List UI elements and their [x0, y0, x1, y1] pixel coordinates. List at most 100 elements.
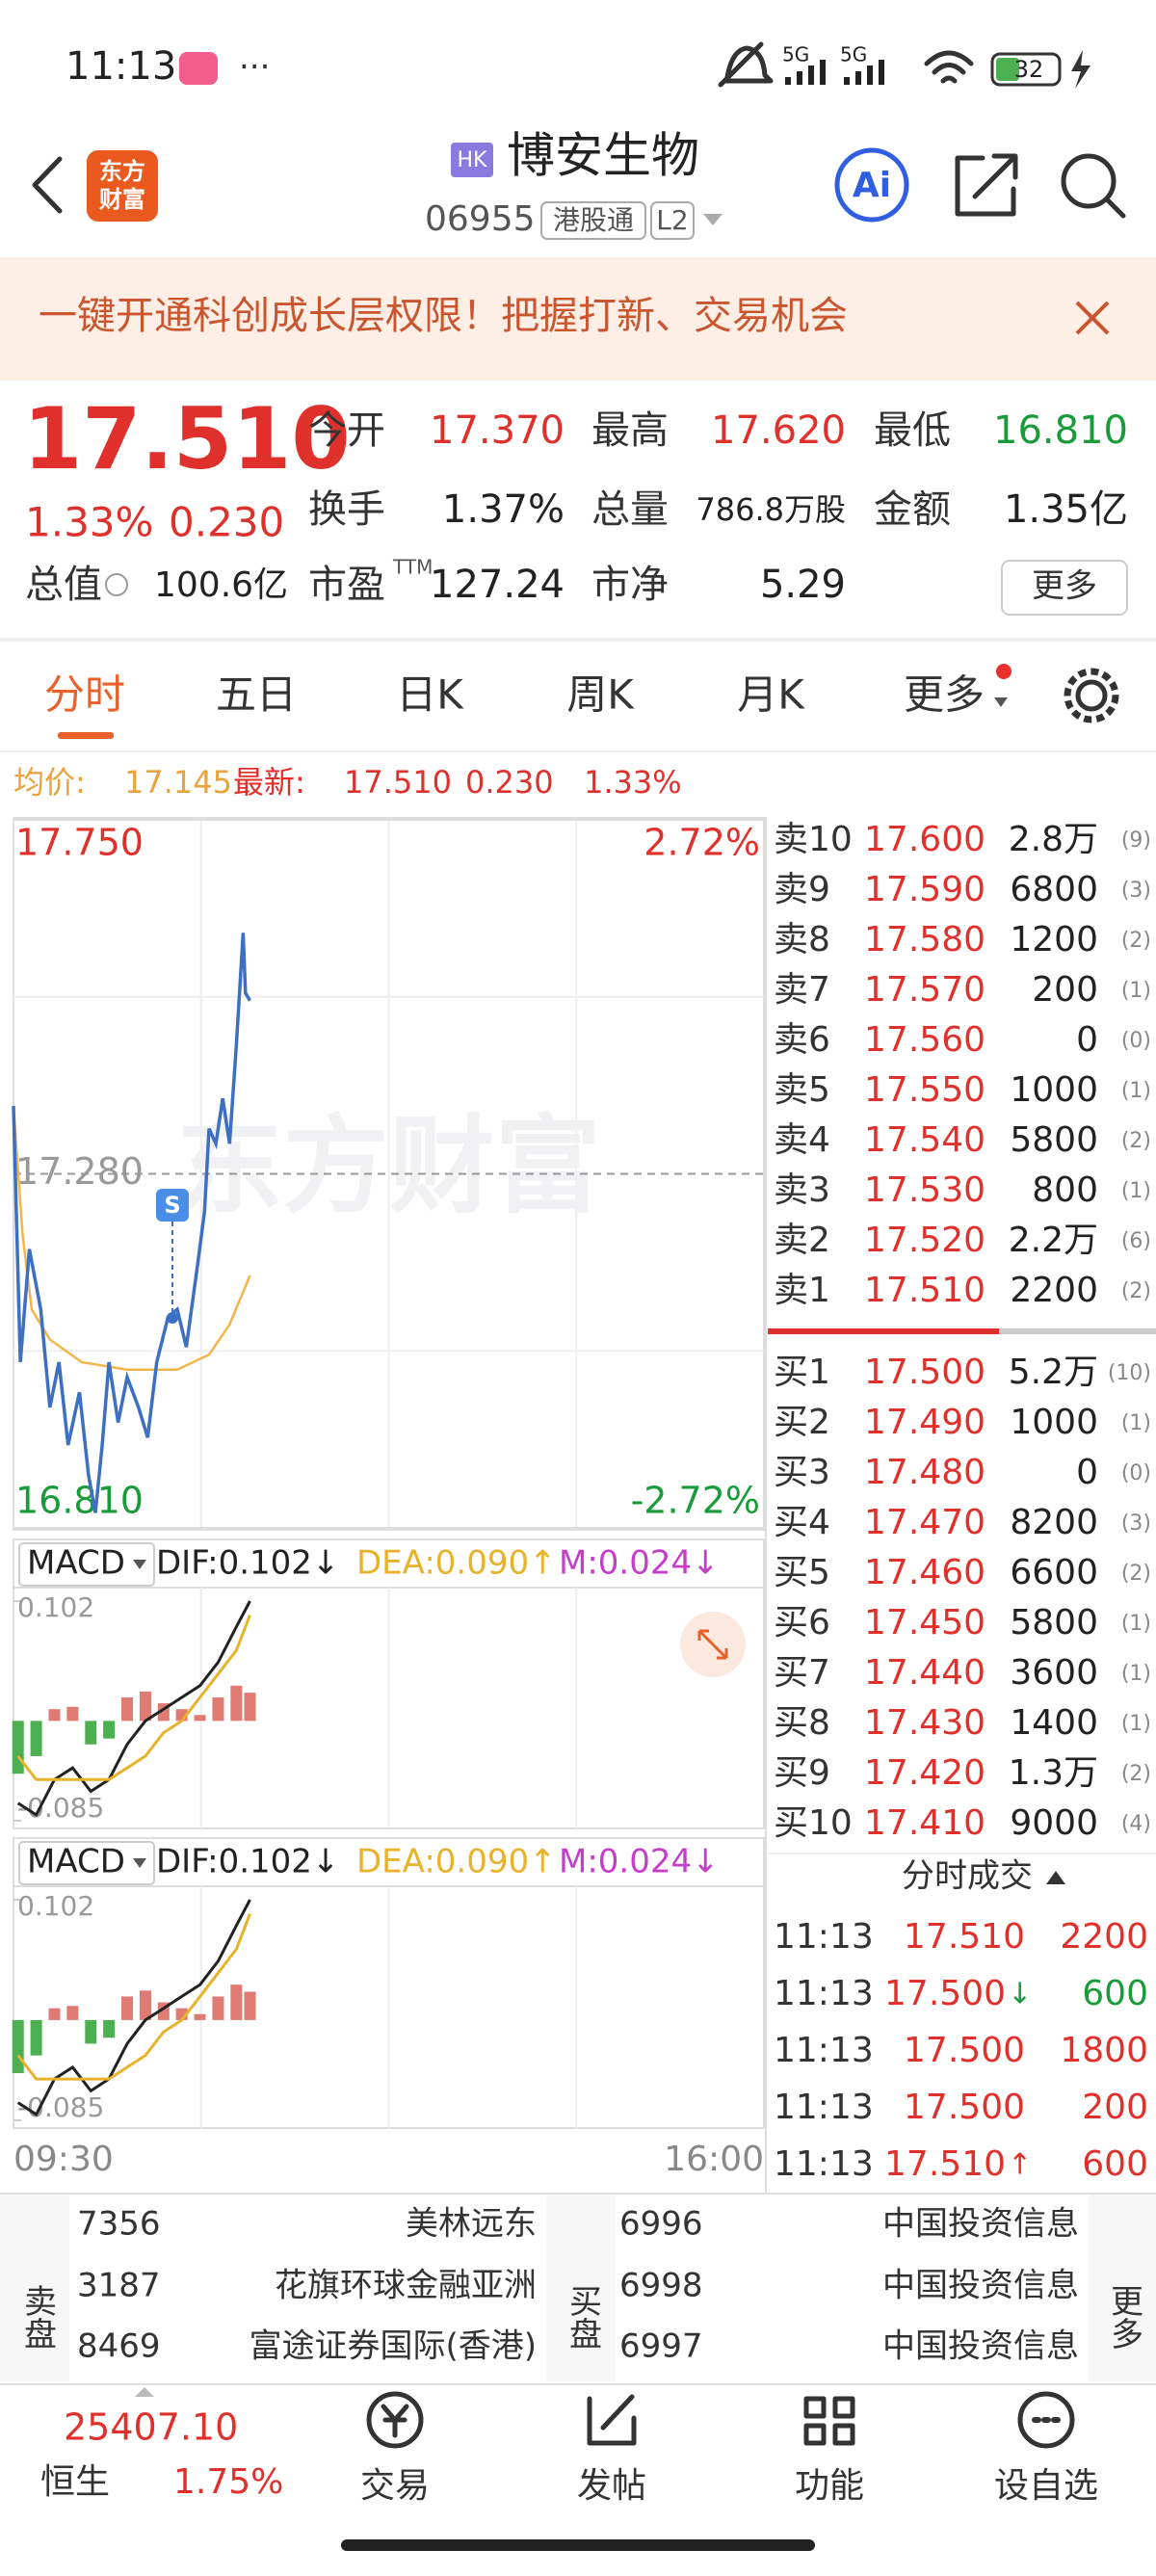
- book-volume: 2.8万: [1009, 820, 1098, 859]
- network: 5G: [840, 43, 867, 66]
- x-tick-label: 09:30: [13, 2140, 114, 2179]
- macd-bar: [194, 1715, 206, 1722]
- expand-button[interactable]: [697, 1629, 728, 1660]
- nav-icon[interactable]: [803, 2396, 855, 2446]
- book-price: 17.490: [864, 1403, 985, 1442]
- nav-label[interactable]: 发帖: [577, 2466, 646, 2506]
- nav-icon[interactable]: [1017, 2391, 1075, 2449]
- banner-close[interactable]: [1075, 301, 1110, 335]
- book-price: 17.480: [864, 1453, 985, 1492]
- broker-name: 中国投资信息: [882, 2327, 1079, 2366]
- battery-level: [996, 58, 1019, 81]
- divider: [0, 750, 1156, 752]
- nav-icon[interactable]: [381, 2404, 409, 2438]
- broker-code: 8469: [77, 2327, 161, 2366]
- back-button[interactable]: [32, 156, 63, 214]
- nav-label[interactable]: 交易: [360, 2466, 430, 2506]
- y2-tick-label: 2.72%: [644, 822, 760, 864]
- buy-queue-label: 买盘: [564, 2284, 602, 2350]
- indicator-box[interactable]: [18, 1542, 155, 1587]
- sell-queue-label: 卖盘: [18, 2284, 57, 2350]
- more-button[interactable]: [1001, 560, 1128, 616]
- settings-button[interactable]: [1075, 679, 1108, 712]
- book-volume: 9000: [1010, 1803, 1098, 1843]
- marker-dot: [167, 1312, 178, 1324]
- trades-title[interactable]: 分时成交: [902, 1857, 1033, 1896]
- book-label: 买2: [774, 1403, 830, 1442]
- broker-more[interactable]: 更多: [1105, 2284, 1143, 2350]
- book-label: 卖9: [774, 870, 830, 909]
- stat-value: 1.35亿: [1004, 487, 1128, 532]
- collapse-icon[interactable]: [1046, 1871, 1065, 1884]
- index-pct[interactable]: 1.75%: [173, 2462, 283, 2502]
- banner[interactable]: [0, 257, 1156, 381]
- settings-button[interactable]: [1064, 668, 1119, 723]
- avg-value: 17.145: [124, 764, 232, 801]
- tag-box: [540, 201, 646, 240]
- broker-code: 7356: [77, 2205, 161, 2244]
- book-price: 17.460: [864, 1553, 985, 1592]
- dropdown-icon[interactable]: [133, 1858, 146, 1868]
- trade-time: 11:13: [774, 1974, 874, 2013]
- nav-label[interactable]: 设自选: [994, 2466, 1098, 2506]
- book-volume: 2200: [1010, 1271, 1098, 1310]
- book-price: 17.520: [864, 1221, 985, 1260]
- banner-text[interactable]: 一键开通科创成长层权限！把握打新、交易机会: [39, 294, 848, 338]
- expand-icon[interactable]: [135, 2387, 154, 2397]
- trade-time: 11:13: [774, 2088, 874, 2127]
- ai-text[interactable]: Ai: [853, 166, 891, 205]
- stat-label: 总值: [25, 563, 102, 607]
- nav-icon[interactable]: [587, 2394, 637, 2446]
- book-label: 卖1: [774, 1271, 830, 1310]
- stat-value: 127.24: [430, 563, 565, 607]
- market-badge-text: HK: [458, 148, 488, 172]
- tab[interactable]: 日K: [396, 671, 464, 719]
- y-tick-label: 0.102: [17, 1591, 94, 1623]
- label-cell[interactable]: [1089, 2195, 1156, 2381]
- book-volume: 1000: [1010, 1070, 1098, 1110]
- marker-text[interactable]: S: [164, 1192, 180, 1219]
- nav-label[interactable]: 功能: [795, 2466, 864, 2506]
- dropdown-icon[interactable]: [994, 697, 1008, 707]
- index-name[interactable]: 恒生: [40, 2462, 110, 2502]
- trade-volume: 600: [1082, 1974, 1148, 2013]
- book-volume: 6600: [1010, 1553, 1098, 1592]
- search-button[interactable]: [1104, 197, 1126, 219]
- network: 5G: [782, 43, 809, 66]
- info-icon[interactable]: [105, 573, 128, 596]
- y2-tick-label: -2.72%: [631, 1480, 760, 1522]
- y-tick-label: 0.102: [17, 1890, 94, 1922]
- trade-price: 17.500: [904, 2031, 1025, 2070]
- market-badge: [451, 143, 493, 177]
- macd-line: [16, 1899, 251, 2117]
- nav-icon[interactable]: [366, 2391, 424, 2449]
- share-button[interactable]: [955, 153, 1018, 217]
- dropdown-icon[interactable]: [703, 214, 722, 225]
- trade-time: 11:13: [774, 2031, 874, 2070]
- indicator-name[interactable]: MACD: [27, 1843, 125, 1881]
- tab[interactable]: 周K: [566, 671, 635, 719]
- marker-badge[interactable]: [156, 1189, 189, 1222]
- tab[interactable]: 分时: [44, 671, 125, 719]
- trade-volume: 600: [1082, 2144, 1148, 2184]
- tab[interactable]: 更多: [904, 671, 985, 719]
- trade-time: 11:13: [774, 2144, 874, 2184]
- trade-arrow: ↑: [1008, 2148, 1032, 2182]
- indicator-box[interactable]: [18, 1841, 155, 1885]
- dropdown-icon[interactable]: [133, 1560, 146, 1569]
- ai-button[interactable]: [834, 147, 909, 223]
- book-volume: 5800: [1010, 1603, 1098, 1643]
- more-button-text[interactable]: 更多: [1032, 567, 1097, 606]
- trade-time: 11:13: [774, 1917, 874, 1957]
- macd-bar: [66, 2006, 79, 2020]
- search-button[interactable]: [1061, 153, 1117, 209]
- macd-bar: [244, 1991, 256, 2020]
- tab[interactable]: 五日: [216, 671, 297, 719]
- index-value[interactable]: 25407.10: [64, 2406, 238, 2449]
- macd-bar: [66, 1706, 79, 1722]
- tab[interactable]: 月K: [737, 671, 805, 719]
- book-price: 17.410: [864, 1803, 985, 1843]
- x-tick-label: 16:00: [664, 2140, 764, 2179]
- indicator-name[interactable]: MACD: [27, 1544, 125, 1583]
